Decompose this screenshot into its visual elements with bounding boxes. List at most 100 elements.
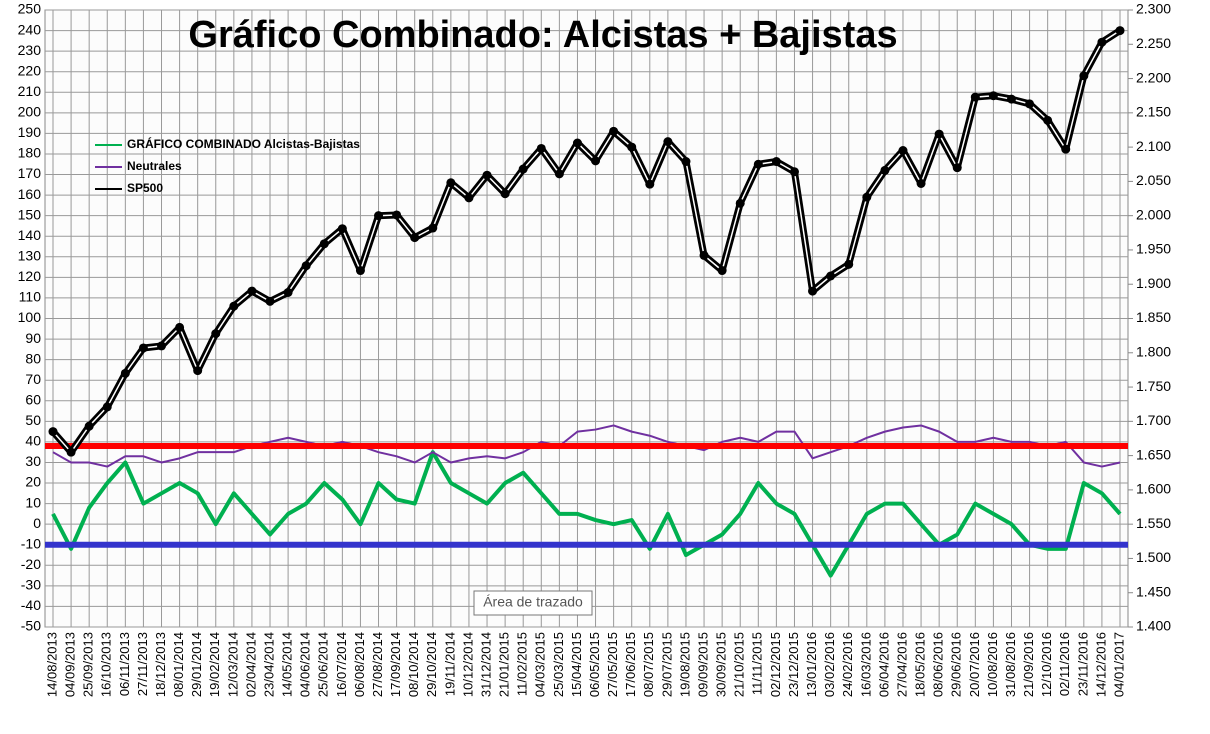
point: [1043, 115, 1053, 125]
y-tick-label: 140: [18, 227, 42, 243]
y2-tick-label: 1.650: [1136, 446, 1171, 462]
y-tick-label: 230: [18, 42, 42, 58]
y-tick-label: 90: [25, 330, 41, 346]
x-tick-label: 04/03/2015: [533, 632, 548, 697]
x-tick-label: 06/11/2013: [117, 632, 132, 696]
point: [753, 159, 763, 169]
y-tick-label: 20: [25, 474, 41, 490]
point: [102, 402, 112, 412]
point: [609, 126, 619, 136]
x-tick-label: 04/06/2014: [298, 632, 313, 697]
point: [789, 167, 799, 177]
x-tick-label: 10/12/2014: [460, 632, 475, 697]
legend-label: SP500: [127, 181, 163, 195]
y-tick-label: 30: [25, 453, 41, 469]
y-tick-label: 180: [18, 145, 42, 161]
point: [464, 193, 474, 203]
series-line-highlight: [52, 29, 1121, 454]
x-tick-label: 21/01/2015: [497, 632, 512, 697]
point: [645, 179, 655, 189]
marks: [45, 26, 1128, 578]
x-tick-label: 27/08/2014: [370, 632, 385, 697]
y2-tick-label: 1.600: [1136, 481, 1171, 497]
y2-tick-label: 1.850: [1136, 309, 1171, 325]
point: [446, 178, 456, 188]
x-tick-label: 31/12/2014: [478, 632, 493, 697]
y-tick-label: 80: [25, 350, 41, 366]
y-tick-label: 110: [19, 289, 42, 305]
point: [265, 296, 275, 306]
x-tick-label: 13/01/2016: [804, 632, 819, 697]
y-tick-label: 50: [25, 412, 41, 428]
y-tick-label: 40: [25, 433, 41, 449]
series-line: [52, 424, 1121, 468]
y-tick-label: -40: [21, 597, 41, 613]
y-tick-label: 100: [18, 309, 42, 325]
point: [247, 286, 257, 296]
y2-tick-label: 1.400: [1136, 618, 1171, 634]
x-tick-label: 08/07/2015: [641, 632, 656, 697]
point: [898, 146, 908, 156]
y-tick-label: -30: [21, 577, 41, 593]
point: [374, 211, 384, 221]
point: [844, 259, 854, 269]
point: [500, 189, 510, 199]
x-tick-label: 25/09/2013: [81, 632, 96, 697]
y-tick-label: 130: [18, 248, 42, 264]
point: [48, 427, 58, 437]
y-tick-label: 200: [18, 104, 42, 120]
y2-tick-label: 2.250: [1136, 35, 1171, 51]
point: [301, 261, 311, 271]
point: [193, 366, 203, 376]
point: [663, 137, 673, 147]
x-tick-label: 18/05/2016: [913, 632, 928, 697]
y2-tick-label: 2.200: [1136, 69, 1171, 85]
point: [1115, 26, 1125, 36]
y2-tick-label: 1.750: [1136, 378, 1171, 394]
point: [482, 170, 492, 180]
x-tick-label: 16/03/2016: [858, 632, 873, 697]
point: [1061, 144, 1071, 154]
point: [952, 163, 962, 173]
y2-tick-label: 2.000: [1136, 206, 1171, 222]
point: [66, 447, 76, 457]
point: [337, 224, 347, 234]
x-tick-label: 27/05/2015: [605, 632, 620, 697]
y2-tick-label: 2.300: [1136, 1, 1171, 17]
legend-label: GRÁFICO COMBINADO Alcistas-Bajistas: [127, 136, 360, 151]
tooltip-box: [473, 590, 593, 616]
x-tick-label: 02/11/2016: [1057, 632, 1072, 696]
point: [1025, 99, 1035, 109]
y2-tick-label: 1.700: [1136, 412, 1171, 428]
x-tick-label: 25/06/2014: [316, 632, 331, 697]
x-tick-label: 19/02/2014: [207, 632, 222, 697]
x-tick-label: 14/05/2014: [280, 632, 295, 697]
x-tick-label: 29/06/2016: [949, 632, 964, 697]
y2-tick-label: 2.100: [1136, 138, 1171, 154]
x-tick-label: 06/05/2015: [587, 632, 602, 697]
point: [1006, 94, 1016, 104]
y2-tick-label: 1.550: [1136, 515, 1171, 531]
x-tick-label: 30/09/2015: [714, 632, 729, 697]
x-tick-label: 31/08/2016: [1003, 632, 1018, 697]
x-tick-label: 17/09/2014: [388, 632, 403, 697]
x-tick-label: 24/02/2016: [840, 632, 855, 697]
x-tick-label: 02/04/2014: [243, 632, 258, 697]
y2-tick-label: 1.800: [1136, 343, 1171, 359]
point: [536, 143, 546, 153]
y-tick-label: 250: [18, 1, 42, 17]
x-tick-label: 10/08/2016: [985, 632, 1000, 697]
x-tick-label: 11/02/2015: [515, 632, 530, 696]
point: [826, 271, 836, 281]
y2-tick-label: 1.900: [1136, 275, 1171, 291]
tooltip: Área de trazado: [483, 594, 583, 610]
y2-tick-label: 1.450: [1136, 583, 1171, 599]
point: [175, 322, 185, 332]
point: [699, 250, 709, 260]
y2-tick-label: 2.050: [1136, 172, 1171, 188]
point: [988, 91, 998, 101]
y-tick-label: 170: [18, 165, 42, 181]
point: [319, 239, 329, 249]
point: [229, 301, 239, 311]
y-tick-label: 10: [25, 494, 41, 510]
